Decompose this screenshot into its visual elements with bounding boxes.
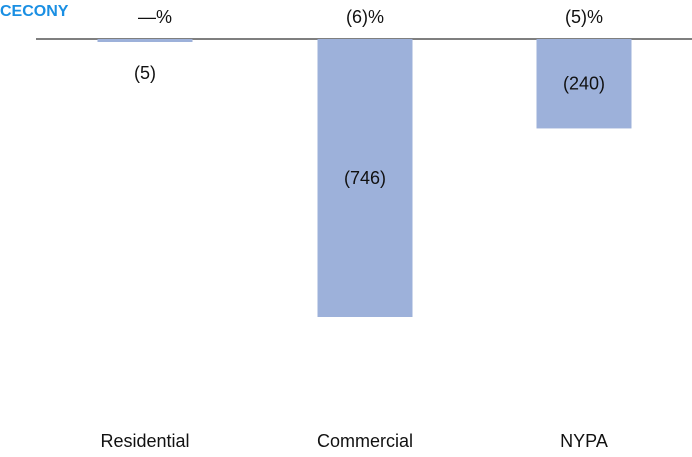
bar-residential [97,39,193,42]
bar-group [97,39,632,317]
category-label-nypa: NYPA [560,431,608,451]
value-label-nypa: (240) [563,74,605,94]
category-label-commercial: Commercial [317,431,413,451]
bar-commercial [317,39,413,317]
brand-label: CECONY [0,3,69,20]
value-label-residential: (5) [134,63,156,83]
value-label-commercial: (746) [344,168,386,188]
label-group: (5) —% Residential (746) (6)% Commercial (240)… [100,7,607,451]
percent-label-nypa: (5)% [565,7,603,27]
percent-label-commercial: (6)% [346,7,384,27]
percent-label-residential: —% [138,7,172,27]
category-label-residential: Residential [100,431,189,451]
bar-nypa [536,39,632,129]
